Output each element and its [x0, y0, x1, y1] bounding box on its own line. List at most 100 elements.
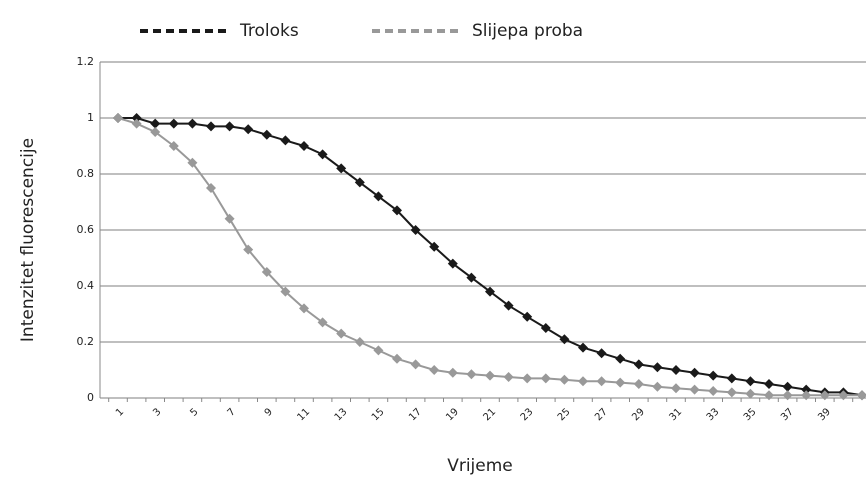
marker	[373, 345, 384, 356]
marker	[782, 390, 793, 401]
y-tick-label: 1	[87, 111, 94, 124]
marker	[410, 225, 421, 235]
marker	[354, 337, 365, 347]
marker	[131, 113, 142, 123]
marker	[429, 241, 440, 252]
marker	[187, 157, 198, 168]
marker	[466, 272, 477, 283]
marker	[168, 141, 179, 151]
marker	[764, 379, 774, 389]
marker	[168, 118, 179, 129]
marker	[540, 323, 551, 333]
marker	[708, 370, 719, 381]
marker	[150, 127, 161, 137]
marker	[652, 362, 663, 373]
marker	[671, 383, 681, 394]
marker	[559, 334, 570, 345]
legend-label: Troloks	[239, 21, 299, 41]
marker	[857, 390, 866, 401]
marker	[373, 191, 384, 202]
marker	[206, 121, 216, 132]
marker	[336, 163, 347, 174]
x-tick-label: 1	[114, 406, 126, 418]
marker	[503, 372, 514, 382]
marker	[261, 129, 272, 140]
marker	[299, 141, 309, 151]
x-tick-label: 7	[226, 406, 238, 418]
x-tick-label: 17	[407, 406, 424, 423]
marker	[336, 328, 347, 339]
marker	[801, 390, 812, 401]
marker	[485, 370, 495, 381]
marker	[745, 376, 756, 387]
marker	[726, 387, 737, 398]
marker	[503, 300, 514, 311]
x-tick-label: 37	[779, 406, 796, 423]
marker	[317, 149, 328, 160]
marker	[447, 258, 458, 269]
marker	[429, 365, 440, 375]
marker	[317, 317, 328, 328]
marker	[522, 373, 533, 384]
marker	[838, 390, 849, 401]
marker	[726, 373, 737, 384]
x-tick-label: 31	[667, 406, 684, 423]
x-tick-label: 33	[705, 406, 722, 423]
marker	[280, 286, 291, 297]
y-tick-label: 0.2	[77, 335, 95, 348]
y-tick-label: 1.2	[77, 55, 95, 68]
marker	[764, 390, 774, 401]
x-tick-label: 27	[593, 406, 610, 423]
marker	[354, 177, 365, 188]
marker	[150, 118, 161, 129]
x-tick-label: 9	[263, 406, 275, 418]
marker	[596, 376, 607, 387]
x-tick-label: 13	[333, 406, 350, 423]
marker	[819, 390, 830, 401]
marker	[466, 369, 477, 380]
marker	[708, 386, 719, 396]
y-tick-label: 0	[87, 391, 94, 404]
marker	[615, 377, 626, 388]
y-tick-label: 0.8	[77, 167, 95, 180]
y-axis-label: Intenzitet fluorescencije	[18, 138, 38, 342]
y-tick-label: 0.4	[77, 279, 95, 292]
marker	[689, 384, 700, 395]
marker	[578, 376, 588, 387]
x-axis-label: Vrijeme	[447, 456, 513, 476]
marker	[392, 205, 402, 216]
marker	[187, 118, 198, 129]
marker	[522, 311, 533, 322]
marker	[485, 286, 495, 297]
marker	[615, 353, 626, 364]
x-tick-label: 21	[481, 406, 498, 423]
marker	[243, 244, 254, 255]
marker	[559, 374, 570, 385]
marker	[392, 353, 402, 364]
marker	[261, 267, 272, 277]
x-tick-label: 19	[444, 406, 461, 423]
marker	[131, 118, 142, 129]
marker	[671, 365, 681, 375]
x-tick-label: 35	[742, 406, 759, 423]
marker	[410, 359, 421, 370]
x-tick-label: 29	[630, 406, 647, 423]
marker	[578, 342, 588, 353]
marker	[745, 388, 756, 399]
x-tick-label: 15	[370, 406, 387, 423]
marker	[801, 384, 812, 395]
series-line	[117, 117, 862, 397]
marker	[652, 381, 663, 392]
x-tick-label: 3	[151, 406, 163, 418]
marker	[224, 121, 235, 132]
marker	[243, 124, 254, 135]
marker	[280, 135, 291, 146]
marker	[540, 373, 551, 384]
series-line	[118, 117, 863, 397]
marker	[113, 113, 123, 123]
legend-label: Slijepa proba	[472, 21, 583, 41]
marker	[299, 303, 309, 314]
x-tick-label: 39	[816, 406, 833, 423]
x-tick-label: 5	[188, 406, 200, 418]
